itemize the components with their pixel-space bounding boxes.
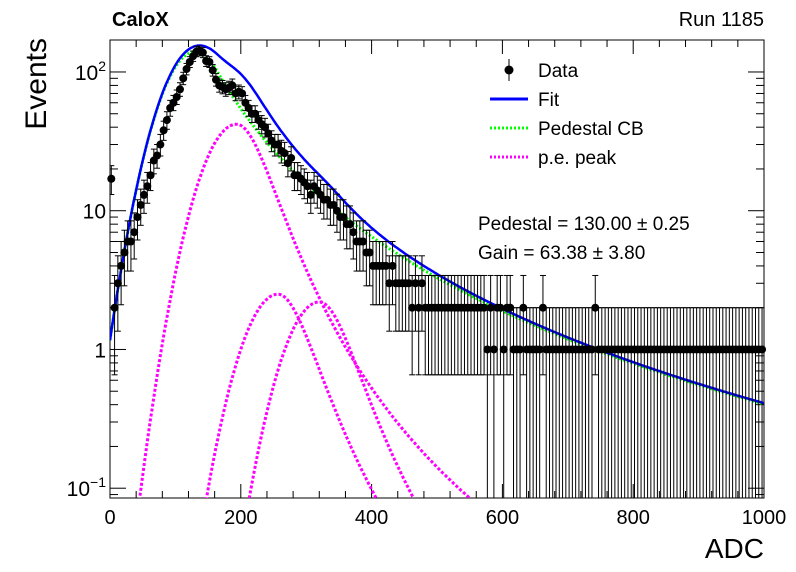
data-point: [332, 206, 341, 215]
x-tick-label: 0: [104, 507, 115, 529]
fit-curve: [110, 44, 764, 405]
y-tick-label: 1: [94, 339, 106, 362]
y-axis-label: Events: [20, 38, 53, 130]
data-point: [480, 303, 489, 312]
data-point: [260, 123, 269, 132]
data-point: [417, 279, 426, 288]
legend-label: p.e. peak: [538, 148, 617, 169]
data-point: [264, 129, 273, 138]
data-point: [208, 66, 217, 75]
x-tick-label: 400: [355, 507, 388, 529]
data-point: [110, 303, 119, 312]
legend-label: Data: [538, 61, 579, 82]
data-point: [117, 261, 126, 270]
y-tick-label: 102: [75, 58, 106, 85]
data-point: [414, 303, 423, 312]
data-point: [274, 140, 283, 149]
data-point: [156, 140, 165, 149]
data-point: [538, 303, 547, 312]
data-point: [136, 200, 145, 209]
data-point: [486, 303, 495, 312]
data-point: [411, 279, 420, 288]
run-label: Run 1185: [679, 9, 764, 31]
data-point: [287, 153, 296, 162]
fit-annotation: Gain = 63.38 ± 3.80: [478, 243, 645, 264]
x-axis-label: ADC: [705, 533, 764, 564]
pe-peak-curve-3: [247, 300, 416, 498]
data-point: [339, 213, 348, 222]
data-point: [516, 345, 525, 354]
legend-marker-data: [504, 65, 514, 75]
pe-peak-curve-2: [205, 292, 378, 498]
data-point: [130, 228, 139, 237]
data-point: [385, 279, 394, 288]
data-point: [146, 171, 155, 180]
data-point: [758, 345, 767, 354]
data-point: [306, 190, 315, 199]
data-point: [162, 116, 171, 125]
y-tick-label: 10: [83, 201, 106, 224]
data-point: [175, 85, 184, 94]
data-point: [535, 345, 544, 354]
data-point: [140, 190, 149, 199]
data-point: [483, 345, 492, 354]
data-point: [381, 261, 390, 270]
data-point: [228, 81, 237, 90]
data-point: [346, 220, 355, 229]
data-point: [349, 228, 358, 237]
data-point: [506, 303, 515, 312]
x-tick-label: 600: [486, 507, 519, 529]
data-point: [153, 151, 162, 160]
data-point: [126, 237, 135, 246]
data-point: [179, 74, 188, 83]
data-point: [185, 58, 194, 67]
data-point: [205, 58, 214, 67]
data-point: [489, 345, 498, 354]
data-point: [172, 93, 181, 102]
data-point: [143, 182, 152, 191]
data-point: [591, 303, 600, 312]
data-point: [359, 237, 368, 246]
fit-annotation: Pedestal = 130.00 ± 0.25: [478, 214, 690, 235]
data-point: [404, 279, 413, 288]
data-point: [107, 174, 116, 183]
x-tick-label: 200: [224, 507, 257, 529]
data-point: [587, 345, 596, 354]
x-tick-label: 1000: [742, 507, 787, 529]
y-tick-label: 10−1: [67, 474, 107, 501]
data-point: [113, 279, 122, 288]
data-point: [388, 261, 397, 270]
legend-label: Fit: [538, 90, 560, 111]
x-tick-label: 800: [617, 507, 650, 529]
data-point: [519, 303, 528, 312]
data-point: [198, 48, 207, 57]
data-point: [159, 126, 168, 135]
data-point: [499, 345, 508, 354]
data-point: [303, 182, 312, 191]
data-point: [496, 303, 505, 312]
plot-area: 0 200 400 600 800 1000 10−1 1 10 102 Data Fit Pedest…: [67, 39, 787, 529]
plot-frame: [109, 39, 765, 499]
legend-label: Pedestal CB: [538, 119, 644, 140]
data-point: [120, 248, 129, 257]
data-point: [408, 303, 417, 312]
experiment-label: CaloX: [112, 9, 169, 31]
data-point: [365, 248, 374, 257]
data-point: [133, 213, 142, 222]
